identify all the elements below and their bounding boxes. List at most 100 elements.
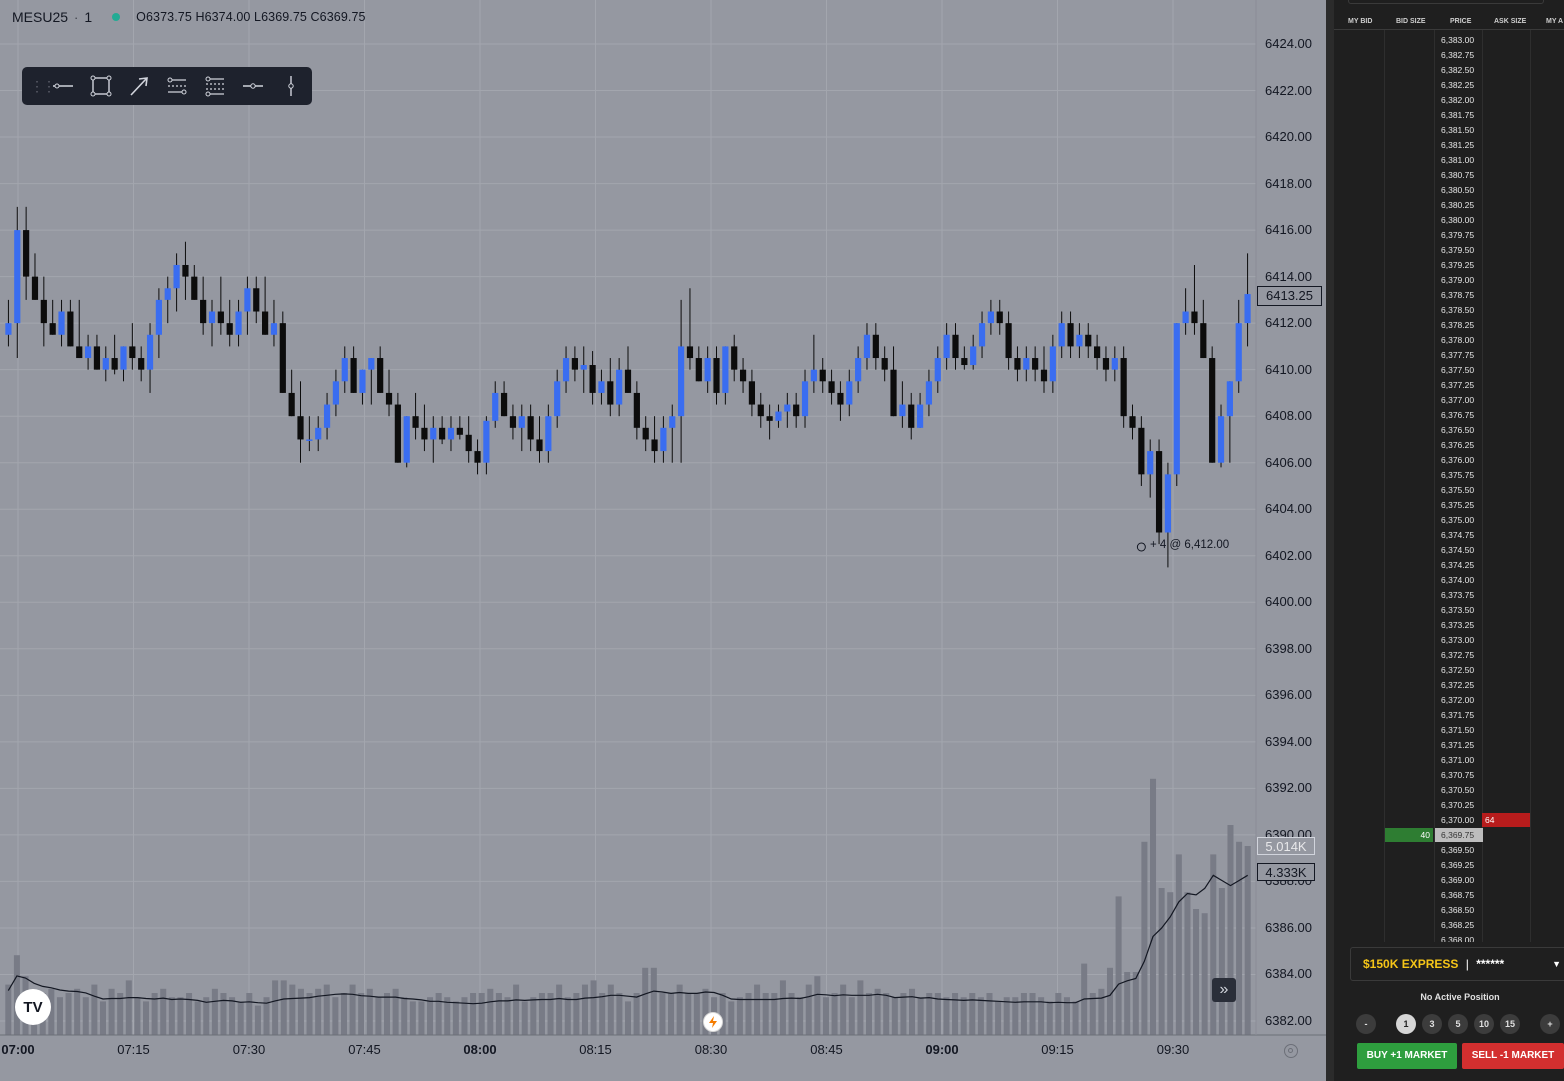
dom-price-row[interactable]: 6,376.75 bbox=[1334, 408, 1564, 423]
dom-rows[interactable]: 6,383.00 6,382.75 6,382.50 6,382.25 6,382.00… bbox=[1334, 33, 1564, 942]
dom-price-row[interactable]: 6,377.25 bbox=[1334, 378, 1564, 393]
dom-price-row[interactable]: 6,373.25 bbox=[1334, 618, 1564, 633]
dom-price-row[interactable]: 6,369.00 bbox=[1334, 873, 1564, 888]
dom-price-row[interactable]: 6,382.50 bbox=[1334, 63, 1564, 78]
dom-price-row[interactable]: 6,378.50 bbox=[1334, 303, 1564, 318]
qty-option-15[interactable]: 15 bbox=[1500, 1014, 1520, 1034]
dom-price-row[interactable]: 6,374.75 bbox=[1334, 528, 1564, 543]
dom-price-row[interactable]: 6,381.00 bbox=[1334, 153, 1564, 168]
dom-price-row[interactable]: 6,376.50 bbox=[1334, 423, 1564, 438]
candle-body bbox=[208, 311, 216, 324]
dom-price-row[interactable]: 6,375.00 bbox=[1334, 513, 1564, 528]
dom-price-row[interactable]: 6,370.25 bbox=[1334, 798, 1564, 813]
qty-option-3[interactable]: 3 bbox=[1422, 1014, 1442, 1034]
dom-price-row[interactable]: 6,370.00 64 bbox=[1334, 813, 1564, 828]
symbol-legend[interactable]: MESU25 · 1 O6373.75 H6374.00 L6369.75 C6… bbox=[12, 9, 366, 25]
dom-price-row[interactable]: 6,375.50 bbox=[1334, 483, 1564, 498]
tradingview-logo[interactable]: TV bbox=[15, 989, 51, 1025]
dom-price-row[interactable]: 6,371.00 bbox=[1334, 753, 1564, 768]
volume-bar bbox=[736, 997, 743, 1035]
dom-price-row[interactable]: 6,379.25 bbox=[1334, 258, 1564, 273]
bid-size-cell[interactable]: 40 bbox=[1385, 828, 1433, 842]
dom-price-row[interactable]: 6,379.50 bbox=[1334, 243, 1564, 258]
dom-price-row[interactable]: 6,379.75 bbox=[1334, 228, 1564, 243]
dom-price-row[interactable]: 6,383.00 bbox=[1334, 33, 1564, 48]
dom-price-row[interactable]: 6,380.25 bbox=[1334, 198, 1564, 213]
dom-price-row[interactable]: 6,373.50 bbox=[1334, 603, 1564, 618]
dom-price-row[interactable]: 6,369.75 40 bbox=[1334, 828, 1564, 843]
interval-label[interactable]: 1 bbox=[84, 9, 93, 25]
dom-price-row[interactable]: 6,381.50 bbox=[1334, 123, 1564, 138]
dom-price-row[interactable]: 6,371.25 bbox=[1334, 738, 1564, 753]
qty-option-5[interactable]: 5 bbox=[1448, 1014, 1468, 1034]
symbol-name[interactable]: MESU25 bbox=[12, 9, 69, 25]
dom-price-row[interactable]: 6,378.25 bbox=[1334, 318, 1564, 333]
dom-price-row[interactable]: 6,368.25 bbox=[1334, 918, 1564, 933]
dom-price-row[interactable]: 6,368.50 bbox=[1334, 903, 1564, 918]
dom-price-row[interactable]: 6,371.50 bbox=[1334, 723, 1564, 738]
dom-price-row[interactable]: 6,373.00 bbox=[1334, 633, 1564, 648]
qty-decrease-button[interactable]: - bbox=[1356, 1014, 1376, 1034]
dom-price-row[interactable]: 6,382.25 bbox=[1334, 78, 1564, 93]
vertical-line-icon[interactable] bbox=[272, 67, 310, 105]
dom-price-row[interactable]: 6,380.00 bbox=[1334, 213, 1564, 228]
dom-price-row[interactable]: 6,372.50 bbox=[1334, 663, 1564, 678]
dom-price-row[interactable]: 6,378.00 bbox=[1334, 333, 1564, 348]
buy-market-button[interactable]: BUY +1 MARKET bbox=[1357, 1043, 1457, 1069]
dom-price-row[interactable]: 6,371.75 bbox=[1334, 708, 1564, 723]
rectangle-icon[interactable] bbox=[82, 67, 120, 105]
dom-price-row[interactable]: 6,370.50 bbox=[1334, 783, 1564, 798]
ask-size-cell[interactable]: 64 bbox=[1482, 813, 1530, 827]
dom-top-control[interactable] bbox=[1348, 0, 1544, 4]
dom-price-row[interactable]: 6,376.00 bbox=[1334, 453, 1564, 468]
dom-price-row[interactable]: 6,369.50 bbox=[1334, 843, 1564, 858]
dom-price-row[interactable]: 6,378.75 bbox=[1334, 288, 1564, 303]
account-selector[interactable]: $150K EXPRESS | ****** ▼ bbox=[1350, 947, 1564, 981]
qty-option-10[interactable]: 10 bbox=[1474, 1014, 1494, 1034]
dom-price-row[interactable]: 6,381.25 bbox=[1334, 138, 1564, 153]
dom-price-row[interactable]: 6,374.50 bbox=[1334, 543, 1564, 558]
event-marker-icon[interactable] bbox=[703, 1012, 723, 1032]
dom-price-row[interactable]: 6,370.75 bbox=[1334, 768, 1564, 783]
dom-price-row[interactable]: 6,382.00 bbox=[1334, 93, 1564, 108]
chart-canvas[interactable] bbox=[0, 0, 1326, 1081]
dom-price-row[interactable]: 6,374.25 bbox=[1334, 558, 1564, 573]
dom-price-row[interactable]: 6,379.00 bbox=[1334, 273, 1564, 288]
chevron-down-icon[interactable]: ▼ bbox=[1552, 959, 1561, 969]
dom-price-row[interactable]: 6,382.75 bbox=[1334, 48, 1564, 63]
dom-price-row[interactable]: 6,377.00 bbox=[1334, 393, 1564, 408]
fib-retracement-icon[interactable] bbox=[196, 67, 234, 105]
chart-pane[interactable]: MESU25 · 1 O6373.75 H6374.00 L6369.75 C6… bbox=[0, 0, 1326, 1081]
volume-bar bbox=[530, 997, 537, 1035]
horizontal-ray-icon[interactable] bbox=[234, 67, 272, 105]
settings-icon[interactable] bbox=[1284, 1044, 1298, 1058]
parallel-channel-icon[interactable] bbox=[158, 67, 196, 105]
qty-option-1[interactable]: 1 bbox=[1396, 1014, 1416, 1034]
time-tick-label: 07:00 bbox=[1, 1042, 35, 1057]
dom-price-row[interactable]: 6,369.25 bbox=[1334, 858, 1564, 873]
sell-market-button[interactable]: SELL -1 MARKET bbox=[1462, 1043, 1564, 1069]
dom-price-row[interactable]: 6,374.00 bbox=[1334, 573, 1564, 588]
dom-price-row[interactable]: 6,368.75 bbox=[1334, 888, 1564, 903]
dom-price-row[interactable]: 6,381.75 bbox=[1334, 108, 1564, 123]
dom-price-row[interactable]: 6,372.00 bbox=[1334, 693, 1564, 708]
candle-body bbox=[31, 276, 39, 300]
dom-price-row[interactable]: 6,372.25 bbox=[1334, 678, 1564, 693]
dom-price-row[interactable]: 6,376.25 bbox=[1334, 438, 1564, 453]
horizontal-line-icon[interactable] bbox=[44, 67, 82, 105]
dom-price-row[interactable]: 6,373.75 bbox=[1334, 588, 1564, 603]
dom-price-row[interactable]: 6,380.50 bbox=[1334, 183, 1564, 198]
dom-price-row[interactable]: 6,380.75 bbox=[1334, 168, 1564, 183]
arrow-icon[interactable] bbox=[120, 67, 158, 105]
dom-price-row[interactable]: 6,368.00 bbox=[1334, 933, 1564, 942]
dom-price-row[interactable]: 6,375.25 bbox=[1334, 498, 1564, 513]
dom-price-row[interactable]: 6,372.75 bbox=[1334, 648, 1564, 663]
drag-handle-icon[interactable]: ⋮⋮ bbox=[30, 77, 56, 94]
scroll-to-realtime-button[interactable]: » bbox=[1212, 978, 1236, 1002]
dom-price-row[interactable]: 6,377.50 bbox=[1334, 363, 1564, 378]
candle-body bbox=[191, 276, 198, 300]
fill-annotation[interactable]: + 4 @ 6,412.00 bbox=[1150, 539, 1230, 551]
qty-increase-button[interactable]: + bbox=[1540, 1014, 1560, 1034]
dom-price-row[interactable]: 6,375.75 bbox=[1334, 468, 1564, 483]
dom-price-row[interactable]: 6,377.75 bbox=[1334, 348, 1564, 363]
